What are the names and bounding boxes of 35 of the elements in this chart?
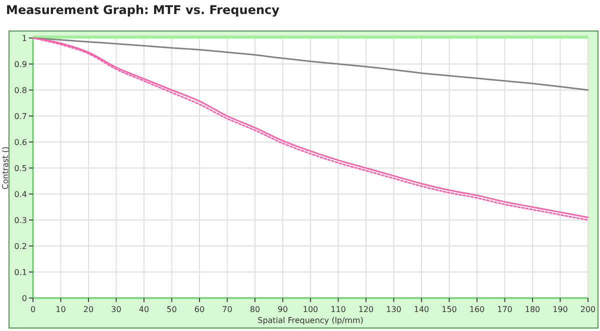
x-tick-label: 180	[524, 305, 540, 314]
x-axis-title: Spatial Frequency (lp/mm)	[258, 316, 364, 325]
x-tick-label: 60	[194, 305, 205, 314]
y-tick-label: 0.8	[14, 86, 27, 95]
x-tick-label: 170	[497, 305, 512, 314]
y-tick-label: 0	[22, 294, 27, 303]
x-tick-label: 70	[222, 305, 232, 314]
y-tick-label: 0.4	[14, 190, 27, 199]
x-tick-label: 30	[111, 305, 122, 314]
x-tick-label: 10	[56, 305, 66, 314]
y-tick-label: 0.3	[14, 216, 27, 225]
x-tick-label: 200	[580, 305, 596, 314]
x-tick-label: 90	[278, 305, 288, 314]
x-tick-label: 20	[83, 305, 94, 314]
y-tick-label: 0.6	[14, 138, 27, 147]
x-tick-label: 190	[552, 305, 568, 314]
chart-title: Measurement Graph: MTF vs. Frequency	[6, 3, 280, 17]
x-tick-label: 0	[30, 305, 36, 314]
y-tick-label: 1	[22, 34, 27, 43]
y-axis-title: Contrast ()	[1, 146, 10, 190]
y-tick-label: 0.2	[14, 242, 27, 251]
x-tick-label: 100	[302, 305, 318, 314]
x-tick-label: 150	[442, 305, 457, 314]
y-tick-label: 0.5	[14, 164, 27, 173]
x-tick-label: 160	[469, 305, 485, 314]
x-tick-label: 40	[138, 305, 150, 314]
x-tick-label: 110	[330, 305, 346, 314]
x-tick-label: 140	[414, 305, 430, 314]
x-tick-label: 120	[358, 305, 374, 314]
x-tick-label: 50	[166, 305, 177, 314]
x-tick-label: 130	[386, 305, 402, 314]
y-tick-label: 0.9	[14, 60, 27, 69]
y-tick-label: 0.1	[14, 268, 27, 277]
y-tick-label: 0.7	[14, 112, 27, 121]
x-tick-label: 80	[250, 305, 260, 314]
